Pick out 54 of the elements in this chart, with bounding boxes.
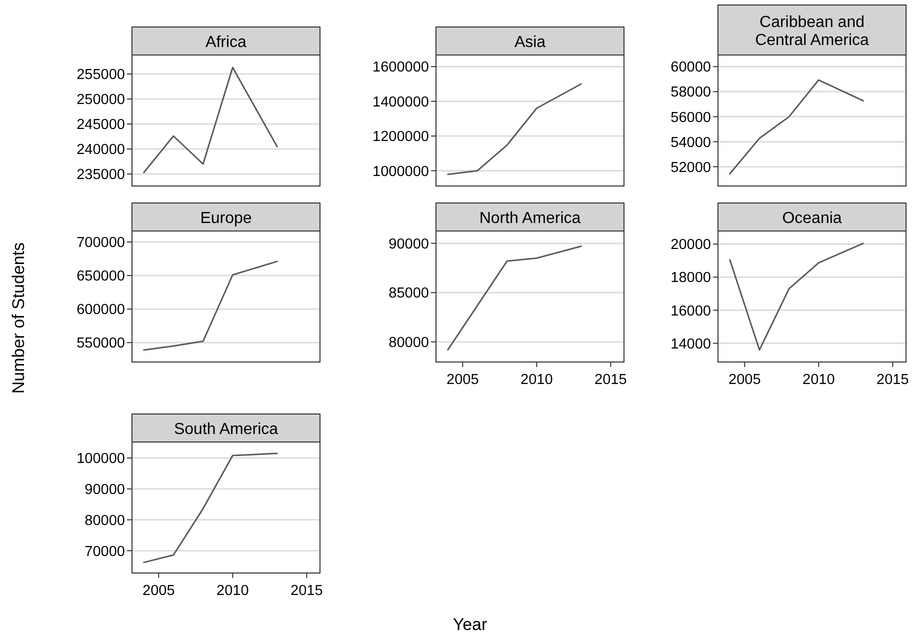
chart-title: Asia xyxy=(514,34,546,51)
line-series xyxy=(143,66,278,174)
y-tick-label: 60000 xyxy=(670,60,711,76)
line-series xyxy=(729,242,864,351)
x-tick-label: 2005 xyxy=(728,372,761,388)
x-tick-label: 2005 xyxy=(142,583,175,599)
x-tick-label: 2005 xyxy=(446,372,479,388)
y-tick-label: 52000 xyxy=(670,160,711,176)
y-tick-label: 16000 xyxy=(670,303,711,320)
y-tick-label: 90000 xyxy=(84,482,125,498)
x-tick-label: 2010 xyxy=(216,583,249,599)
chart-title: Africa xyxy=(206,34,247,51)
y-tick-label: 14000 xyxy=(670,336,711,352)
y-tick-label: 1000000 xyxy=(372,164,429,180)
y-tick-label: 1600000 xyxy=(372,60,429,76)
y-tick-label: 600000 xyxy=(76,302,125,318)
x-tick-label: 2015 xyxy=(876,372,909,388)
chart-title: South America xyxy=(174,421,278,438)
y-tick-label: 240000 xyxy=(76,142,125,158)
y-tick-label: 700000 xyxy=(76,235,125,252)
x-tick-label: 2010 xyxy=(520,372,553,388)
y-tick-label: 85000 xyxy=(388,286,429,302)
line-series xyxy=(447,246,582,351)
chart-title: Caribbean and Central America xyxy=(755,14,870,49)
y-tick-label: 56000 xyxy=(670,110,711,126)
chart-title: North America xyxy=(479,210,581,227)
y-tick-label: 58000 xyxy=(670,84,711,101)
y-tick-label: 54000 xyxy=(670,134,711,151)
y-tick-label: 18000 xyxy=(670,270,711,286)
y-tick-label: 650000 xyxy=(76,268,125,285)
y-tick-label: 255000 xyxy=(76,67,125,84)
x-tick-label: 2015 xyxy=(290,583,323,599)
line-series xyxy=(143,452,278,564)
y-axis-title: Number of Students xyxy=(9,242,28,394)
x-tick-label: 2010 xyxy=(802,372,835,388)
x-axis-title: Year xyxy=(452,615,488,634)
y-tick-label: 250000 xyxy=(76,92,125,108)
line-series xyxy=(143,260,278,351)
y-tick-label: 1400000 xyxy=(372,94,429,110)
x-tick-label: 2015 xyxy=(594,372,627,388)
line-series xyxy=(447,83,582,176)
chart-title: Oceania xyxy=(782,210,842,227)
y-tick-label: 550000 xyxy=(76,336,125,352)
y-tick-label: 245000 xyxy=(76,117,125,134)
y-tick-label: 1200000 xyxy=(372,129,429,146)
y-tick-label: 20000 xyxy=(670,237,711,254)
y-tick-label: 100000 xyxy=(76,451,125,468)
y-tick-label: 90000 xyxy=(388,236,429,252)
y-tick-label: 80000 xyxy=(388,334,429,351)
y-tick-label: 235000 xyxy=(76,167,125,184)
y-tick-label: 80000 xyxy=(84,512,125,529)
y-tick-label: 70000 xyxy=(84,544,125,560)
chart-title: Europe xyxy=(200,210,252,227)
line-series xyxy=(729,79,864,174)
